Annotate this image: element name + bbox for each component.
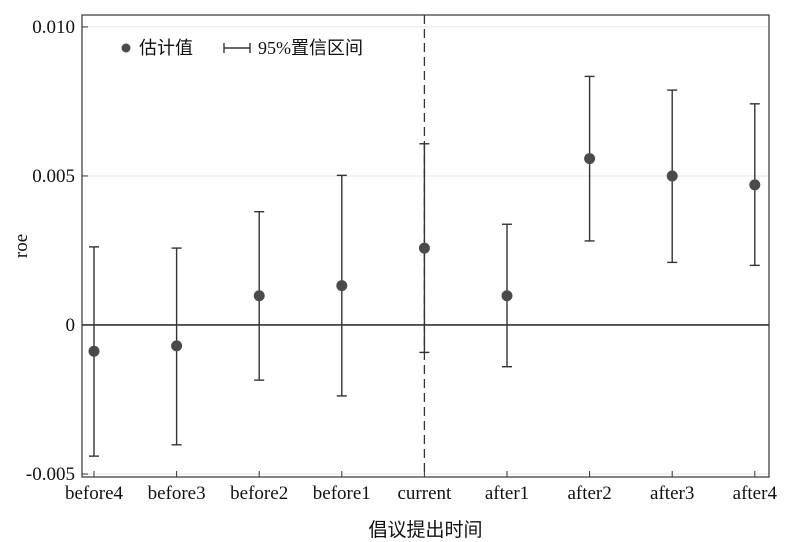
legend-label-ci: 95%置信区间 <box>258 38 363 58</box>
x-tick-label: after2 <box>567 483 611 504</box>
estimate-point <box>88 345 100 357</box>
y-axis-label: roe <box>11 234 32 258</box>
x-axis-label: 倡议提出时间 <box>368 519 482 541</box>
legend: 估计值 95%置信区间 <box>121 38 363 58</box>
x-tick-label: before4 <box>65 483 124 504</box>
x-tick-label: after1 <box>485 483 529 504</box>
series-estimates <box>88 75 761 457</box>
y-tick-label: 0.010 <box>32 17 75 38</box>
x-tick-label: current <box>397 483 452 504</box>
legend-label-estimate: 估计值 <box>139 38 193 58</box>
legend-dot-icon <box>121 43 131 53</box>
legend-errorbar-icon <box>223 43 251 53</box>
y-tick-label: 0 <box>66 315 76 336</box>
x-axis-ticks: before4 before3 before2 before1 current after… <box>65 471 777 504</box>
x-tick-label: before2 <box>230 483 288 504</box>
y-tick-label: -0.005 <box>26 464 75 485</box>
y-tick-label: 0.005 <box>32 166 75 187</box>
y-axis-ticks: -0.005 0 0.005 0.010 <box>26 17 88 485</box>
estimate-point <box>171 340 183 352</box>
x-tick-label: after3 <box>650 483 694 504</box>
x-tick-label: before3 <box>148 483 206 504</box>
estimate-point <box>749 179 761 191</box>
estimate-point <box>584 153 596 165</box>
estimate-point <box>253 290 265 302</box>
x-tick-label: before1 <box>313 483 371 504</box>
estimate-point <box>501 290 513 302</box>
estimate-point <box>666 170 678 182</box>
x-tick-label: after4 <box>733 483 778 504</box>
estimate-point <box>418 242 430 254</box>
plot-frame <box>81 14 770 478</box>
estimate-point <box>336 280 348 292</box>
